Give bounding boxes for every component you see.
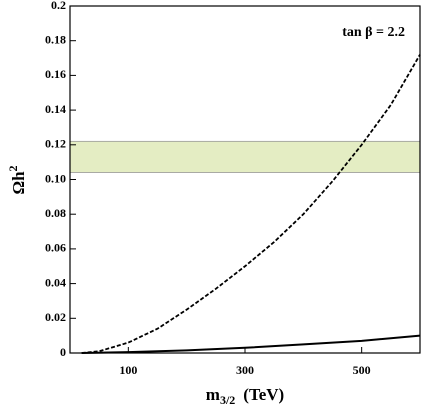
line-solid — [81, 334, 421, 354]
y-tick-label: 0.06 — [45, 241, 66, 255]
x-label: m3/2 (TeV) — [206, 385, 284, 407]
band — [69, 140, 421, 173]
y-tick-label: 0 — [60, 345, 66, 359]
line-dashed — [81, 54, 421, 354]
x-label-unit: (TeV) — [243, 385, 284, 404]
y-label-sup: 2 — [6, 165, 20, 171]
y-tick-label: 0.16 — [45, 67, 66, 81]
y-tick-label: 0.04 — [45, 275, 66, 289]
y-tick-label: 0.02 — [45, 310, 66, 324]
annotation: tan β = 2.2 — [342, 25, 405, 40]
y-tick-label: 0.18 — [45, 32, 66, 46]
plot-frame — [69, 5, 421, 354]
y-tick-label: 0.14 — [45, 102, 66, 116]
x-label-main: m — [206, 385, 220, 404]
y-label-main: Ωh — [9, 171, 28, 195]
y-label: Ωh2 — [6, 165, 28, 194]
x-label-sub: 3/2 — [220, 393, 235, 407]
y-tick-label: 0.2 — [51, 0, 66, 12]
x-tick-label: 500 — [353, 363, 371, 377]
x-tick-label: 300 — [236, 363, 254, 377]
x-tick-label: 100 — [119, 363, 137, 377]
y-tick-label: 0.12 — [45, 137, 66, 151]
y-tick-label: 0.10 — [45, 171, 66, 185]
y-tick-label: 0.08 — [45, 206, 66, 220]
